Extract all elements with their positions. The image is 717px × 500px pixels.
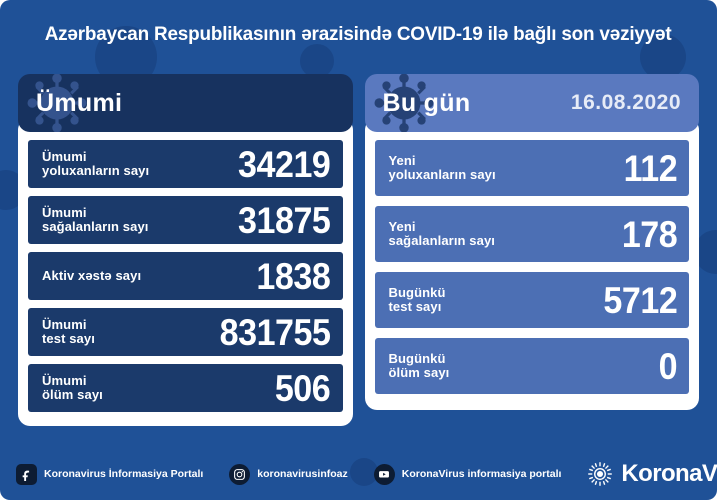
- facebook-icon: [16, 463, 37, 485]
- today-panel-title: Bu gün: [382, 88, 471, 117]
- page-title-text: Azərbaycan Respublikasının ərazisində CO…: [45, 22, 672, 45]
- virus-icon: [374, 74, 433, 132]
- stat-row: Ümumi sağalanların sayı 31875: [28, 196, 343, 244]
- youtube-icon: [373, 463, 395, 485]
- instagram-icon: [229, 463, 251, 485]
- stat-label: Bugünkü ölüm sayı: [388, 350, 450, 380]
- stat-label: Bugünkü test sayı: [388, 284, 446, 314]
- stat-value: 5712: [603, 279, 677, 321]
- stat-value: 1838: [256, 255, 331, 297]
- social-label: koronavirusinfoaz: [257, 468, 348, 480]
- brand-name: KoronaVirus: [621, 460, 717, 487]
- stat-value: 178: [621, 213, 678, 255]
- total-panel-header: Ümumi: [18, 74, 353, 132]
- stat-value: 112: [623, 147, 677, 189]
- virus-icon: [27, 74, 87, 132]
- stat-label: Yeni yoluxanların sayı: [388, 152, 496, 182]
- stat-value: 0: [658, 345, 678, 387]
- social-instagram[interactable]: koronavirusinfoaz: [229, 463, 348, 485]
- stat-label: Ümumi ölüm sayı: [42, 372, 103, 402]
- stat-row: Ümumi yoluxanların sayı 34219: [28, 140, 343, 188]
- social-youtube[interactable]: KoronaVirus informasiya portalı: [373, 463, 562, 485]
- stat-row: Yeni sağalanların sayı 178: [374, 206, 689, 262]
- total-panel-title: Ümumi: [36, 88, 123, 117]
- stat-label: Yeni sağalanların sayı: [388, 218, 495, 248]
- total-panel-body: Ümumi yoluxanların sayı 34219 Ümumi sağa…: [18, 118, 353, 426]
- footer: Koronavirus İnformasiya Portalı koronavi…: [0, 448, 717, 500]
- brand-logo[interactable]: KoronaVirus info: [587, 460, 717, 488]
- stat-label: Ümumi test sayı: [42, 316, 95, 346]
- stat-row: Bugünkü ölüm sayı 0: [374, 338, 689, 394]
- stat-label: Ümumi yoluxanların sayı: [42, 148, 150, 178]
- stat-row: Bugünkü test sayı 5712: [374, 272, 689, 328]
- today-panel-body: Yeni yoluxanların sayı 112 Yeni sağalanl…: [364, 118, 699, 410]
- stat-value: 34219: [238, 143, 331, 185]
- stat-label: Aktiv xəstə sayı: [42, 267, 142, 283]
- report-date: 16.08.2020: [570, 91, 681, 114]
- stat-label: Ümumi sağalanların sayı: [42, 204, 149, 234]
- stat-value: 506: [275, 367, 331, 409]
- social-facebook[interactable]: Koronavirus İnformasiya Portalı: [16, 463, 204, 485]
- stat-row: Aktiv xəstə sayı 1838: [28, 252, 343, 300]
- page-title: Azərbaycan Respublikasının ərazisində CO…: [0, 0, 717, 68]
- social-label: Koronavirus İnformasiya Portalı: [44, 468, 204, 480]
- stat-value: 31875: [238, 199, 331, 241]
- stat-row: Ümumi ölüm sayı 506: [28, 364, 343, 412]
- today-panel-header: Bu gün 16.08.2020: [364, 74, 699, 132]
- stat-value: 831755: [219, 311, 331, 353]
- total-panel: Ümumi Ümumi yoluxanların sayı 34219 Ümum…: [18, 74, 353, 426]
- today-panel: Bu gün 16.08.2020 Yeni yoluxanların sayı…: [364, 74, 699, 426]
- social-label: KoronaVirus informasiya portalı: [401, 468, 562, 480]
- virus-sun-icon: [588, 462, 613, 486]
- stats-columns: Ümumi Ümumi yoluxanların sayı 34219 Ümum…: [18, 74, 699, 426]
- stat-row: Yeni yoluxanların sayı 112: [374, 140, 689, 196]
- stat-row: Ümumi test sayı 831755: [28, 308, 343, 356]
